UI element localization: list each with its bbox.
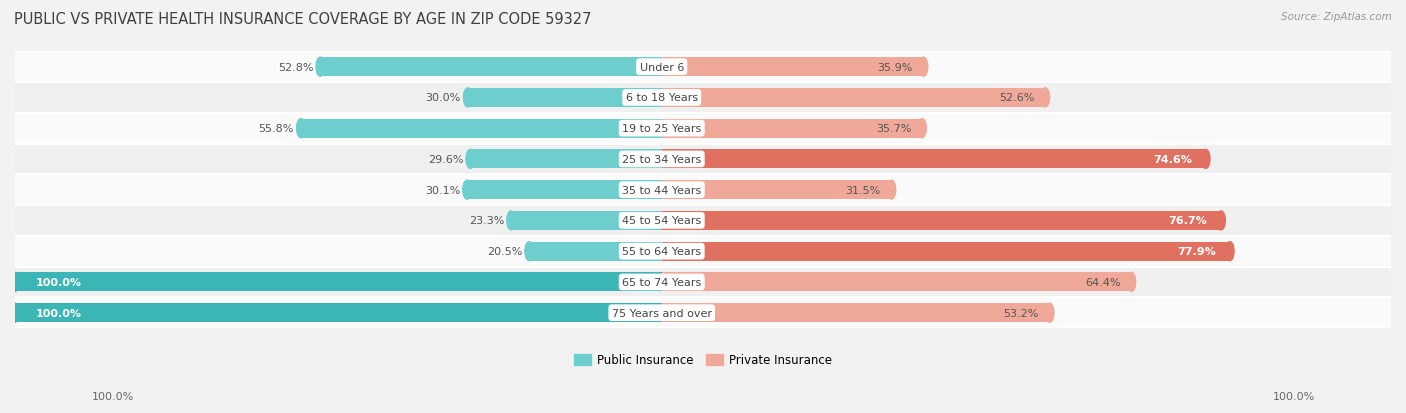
Circle shape — [506, 211, 516, 230]
Text: 52.8%: 52.8% — [278, 62, 314, 72]
Text: 35.7%: 35.7% — [876, 124, 911, 134]
Bar — [662, 242, 1230, 261]
Circle shape — [316, 58, 325, 77]
FancyBboxPatch shape — [15, 175, 1391, 206]
Text: 77.9%: 77.9% — [1177, 247, 1216, 256]
Bar — [529, 242, 662, 261]
Text: 23.3%: 23.3% — [468, 216, 505, 226]
Legend: Public Insurance, Private Insurance: Public Insurance, Private Insurance — [574, 354, 832, 367]
Text: PUBLIC VS PRIVATE HEALTH INSURANCE COVERAGE BY AGE IN ZIP CODE 59327: PUBLIC VS PRIVATE HEALTH INSURANCE COVER… — [14, 12, 592, 27]
Bar — [470, 150, 662, 169]
Text: 45 to 54 Years: 45 to 54 Years — [621, 216, 702, 226]
Bar — [662, 89, 1045, 108]
Text: 64.4%: 64.4% — [1085, 277, 1121, 287]
Text: 100.0%: 100.0% — [1272, 391, 1315, 401]
Bar — [662, 180, 891, 200]
Text: 52.6%: 52.6% — [998, 93, 1035, 103]
Circle shape — [297, 119, 305, 138]
Bar — [15, 273, 662, 292]
Text: 75 Years and over: 75 Years and over — [612, 308, 711, 318]
Text: 65 to 74 Years: 65 to 74 Years — [621, 277, 702, 287]
Text: 30.0%: 30.0% — [426, 93, 461, 103]
Text: 31.5%: 31.5% — [845, 185, 880, 195]
Text: 6 to 18 Years: 6 to 18 Years — [626, 93, 697, 103]
Bar — [301, 119, 662, 138]
Text: 53.2%: 53.2% — [1004, 308, 1039, 318]
Text: 100.0%: 100.0% — [35, 277, 82, 287]
Circle shape — [1226, 242, 1234, 261]
FancyBboxPatch shape — [15, 83, 1391, 114]
Text: 35 to 44 Years: 35 to 44 Years — [621, 185, 702, 195]
Circle shape — [1040, 89, 1050, 108]
Circle shape — [1202, 150, 1211, 169]
FancyBboxPatch shape — [15, 298, 1391, 328]
FancyBboxPatch shape — [15, 144, 1391, 175]
Text: Under 6: Under 6 — [640, 62, 683, 72]
Circle shape — [11, 304, 20, 323]
Text: 100.0%: 100.0% — [35, 308, 82, 318]
FancyBboxPatch shape — [15, 206, 1391, 236]
Text: 30.1%: 30.1% — [425, 185, 460, 195]
Text: Source: ZipAtlas.com: Source: ZipAtlas.com — [1281, 12, 1392, 22]
FancyBboxPatch shape — [15, 114, 1391, 144]
Bar — [15, 304, 662, 323]
Circle shape — [918, 119, 927, 138]
Circle shape — [920, 58, 928, 77]
Bar — [321, 58, 662, 77]
Bar — [662, 150, 1206, 169]
Text: 100.0%: 100.0% — [91, 391, 134, 401]
Text: 20.5%: 20.5% — [486, 247, 522, 256]
Bar — [468, 89, 662, 108]
Circle shape — [11, 273, 20, 292]
Text: 35.9%: 35.9% — [877, 62, 912, 72]
Bar — [662, 304, 1050, 323]
Circle shape — [464, 89, 472, 108]
Circle shape — [1046, 304, 1054, 323]
Bar — [662, 211, 1220, 230]
Bar — [662, 273, 1132, 292]
Text: 76.7%: 76.7% — [1168, 216, 1208, 226]
Bar — [662, 58, 924, 77]
Text: 55.8%: 55.8% — [259, 124, 294, 134]
Circle shape — [1216, 211, 1226, 230]
Text: 74.6%: 74.6% — [1153, 154, 1192, 164]
Text: 25 to 34 Years: 25 to 34 Years — [621, 154, 702, 164]
FancyBboxPatch shape — [15, 267, 1391, 298]
Bar — [467, 180, 662, 200]
Text: 19 to 25 Years: 19 to 25 Years — [621, 124, 702, 134]
Circle shape — [524, 242, 533, 261]
FancyBboxPatch shape — [15, 52, 1391, 83]
Bar — [510, 211, 662, 230]
Circle shape — [1128, 273, 1136, 292]
Bar — [662, 119, 922, 138]
Circle shape — [465, 150, 475, 169]
Circle shape — [463, 180, 471, 200]
Text: 55 to 64 Years: 55 to 64 Years — [623, 247, 702, 256]
Circle shape — [887, 180, 896, 200]
FancyBboxPatch shape — [15, 236, 1391, 267]
Text: 29.6%: 29.6% — [427, 154, 464, 164]
